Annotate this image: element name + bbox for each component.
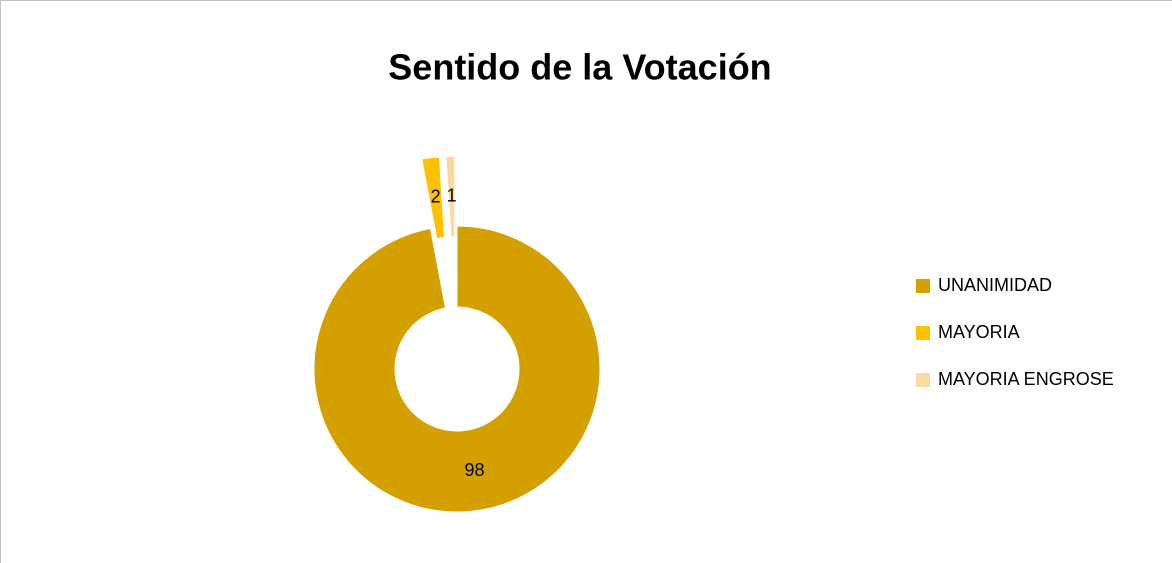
legend-label: MAYORIA ENGROSE (938, 369, 1114, 389)
legend-label: UNANIMIDAD (938, 275, 1052, 295)
donut-slice (445, 155, 456, 238)
legend-label: MAYORIA (938, 322, 1020, 342)
data-label: 98 (465, 460, 485, 480)
donut-slice (421, 156, 445, 240)
legend-swatch (916, 279, 930, 293)
data-label: 1 (447, 185, 457, 205)
legend-swatch (916, 326, 930, 340)
data-label: 2 (431, 187, 441, 207)
chart-title: Sentido de la Votación (388, 47, 771, 88)
legend-swatch (916, 373, 930, 387)
donut-slice (313, 225, 601, 513)
